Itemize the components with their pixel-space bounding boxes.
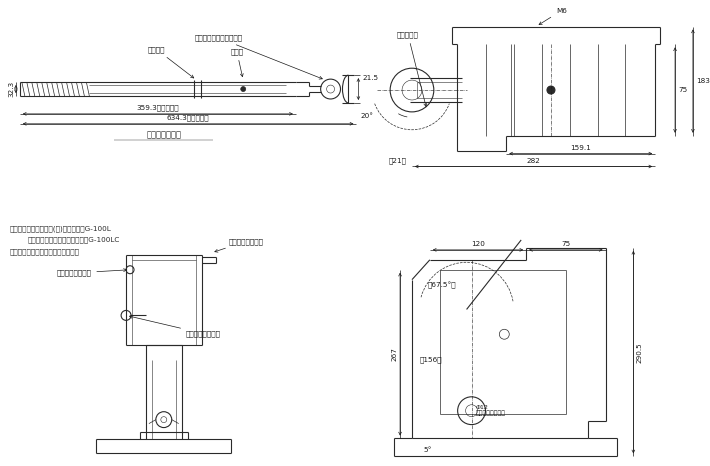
Circle shape xyxy=(241,87,246,91)
Text: M6: M6 xyxy=(539,7,567,25)
Text: 32.3: 32.3 xyxy=(8,81,14,97)
Text: 21.5: 21.5 xyxy=(362,75,378,81)
Text: 75: 75 xyxy=(561,241,570,247)
Text: （156）: （156） xyxy=(420,356,442,363)
Text: リリーズスクリュ: リリーズスクリュ xyxy=(129,315,221,337)
Text: 634.3（最伸長）: 634.3（最伸長） xyxy=(167,114,209,121)
Text: ストッパ: ストッパ xyxy=(148,46,194,78)
Text: 注１．型式　標準塗装(赤)タイプ　：G-100L: 注１．型式 標準塗装(赤)タイプ ：G-100L xyxy=(10,225,111,232)
Text: オイルフィリング: オイルフィリング xyxy=(56,269,126,276)
Text: ニッケルめっきタイプ：G-100LC: ニッケルめっきタイプ：G-100LC xyxy=(28,236,120,243)
Text: 267: 267 xyxy=(391,347,397,361)
Text: （21）: （21） xyxy=(389,157,407,164)
Text: 5°: 5° xyxy=(424,447,432,453)
Text: 120: 120 xyxy=(471,241,485,247)
Text: 183: 183 xyxy=(696,78,710,84)
Text: 操作レバー差込口: 操作レバー差込口 xyxy=(215,238,263,252)
Text: 359.3（最短長）: 359.3（最短長） xyxy=(136,104,179,111)
Text: 伸縮式: 伸縮式 xyxy=(230,48,244,76)
Text: ２．専用操作レバーが付属します。: ２．専用操作レバーが付属します。 xyxy=(10,249,80,255)
Text: 20°: 20° xyxy=(361,113,373,119)
Text: 専用操作レバー: 専用操作レバー xyxy=(146,130,181,140)
Text: Φ12
（シリンダ内径）: Φ12 （シリンダ内径） xyxy=(476,405,506,417)
Text: 290.5: 290.5 xyxy=(636,342,643,363)
Text: 75: 75 xyxy=(678,87,687,93)
Text: リリーズスクリュ差込口: リリーズスクリュ差込口 xyxy=(195,34,322,79)
Text: レバー回転: レバー回転 xyxy=(397,31,427,106)
Text: 282: 282 xyxy=(527,158,540,164)
Text: （67.5°）: （67.5°） xyxy=(427,282,456,289)
Text: 159.1: 159.1 xyxy=(570,144,591,151)
Circle shape xyxy=(547,86,555,94)
